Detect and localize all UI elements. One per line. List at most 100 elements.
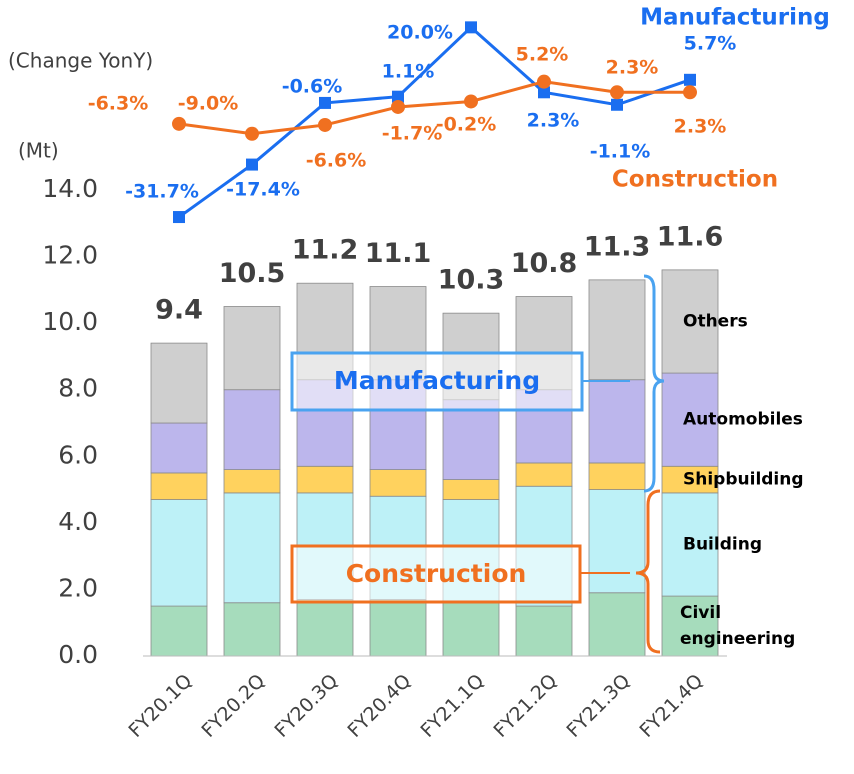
y2-axis-label: (Change YonY) [8, 49, 153, 73]
line [178, 80, 690, 136]
marker [172, 116, 186, 131]
bar-segment [661, 269, 719, 374]
marker [173, 211, 185, 224]
bar-segment [150, 342, 208, 424]
bar-segment [223, 306, 281, 391]
y-tick-label: 2.0 [58, 573, 98, 602]
value-label: 2.3% [606, 57, 659, 79]
value-label: -17.4% [226, 179, 300, 201]
bar-segment [369, 599, 427, 657]
bar-segment [150, 472, 208, 500]
group-box [290, 544, 582, 604]
x-tick-label: FY21.4Q [635, 670, 707, 742]
total-label: 11.6 [657, 221, 724, 252]
value-label: -9.0% [178, 93, 239, 115]
bar-segment [150, 499, 208, 607]
bar-segment [661, 492, 719, 597]
value-label: -1.1% [590, 141, 651, 163]
y-axis-label: (Mt) [18, 139, 59, 163]
value-label: -1.7% [382, 123, 443, 145]
value-label: 2.3% [674, 116, 727, 138]
total-label: 11.1 [365, 238, 432, 269]
marker [684, 73, 696, 86]
total-label: 11.2 [292, 235, 359, 266]
line [178, 25, 691, 219]
marker [537, 74, 551, 89]
bar-segment [296, 599, 354, 657]
marker [246, 158, 258, 171]
marker [392, 90, 404, 103]
total-label: 10.8 [511, 248, 578, 279]
bar-segment [369, 469, 427, 497]
group-decorations [290, 274, 665, 654]
y-tick-label: 10.0 [42, 307, 98, 336]
y-tick-label: 6.0 [58, 440, 98, 469]
value-label: -0.2% [436, 114, 497, 136]
value-label: 20.0% [387, 22, 453, 44]
total-label: 11.3 [584, 231, 651, 262]
marker [391, 99, 405, 114]
value-label: -6.3% [88, 93, 149, 115]
total-label: 10.5 [219, 258, 286, 289]
total-label: 10.3 [438, 265, 505, 296]
bar-segment [588, 379, 646, 464]
legend-label: Construction [612, 167, 778, 193]
bracket [635, 489, 661, 654]
bar-segment [515, 605, 573, 657]
group-label: Manufacturing [334, 366, 540, 395]
legend-label: Others [683, 311, 748, 331]
bar-segment [150, 422, 208, 474]
marker [683, 85, 697, 100]
value-label: 5.2% [516, 44, 569, 66]
marker [610, 85, 624, 100]
x-tick-label: FY20.3Q [270, 670, 342, 742]
y-tick-label: 12.0 [42, 241, 98, 270]
marker [611, 98, 623, 111]
x-tick-label: FY20.1Q [124, 670, 196, 742]
y-tick-label: 4.0 [58, 507, 98, 536]
bar-segment [296, 465, 354, 494]
value-label: 5.7% [684, 33, 737, 55]
bar-segment [442, 602, 500, 657]
bar-segment [223, 389, 281, 471]
x-tick-label: FY21.1Q [416, 670, 488, 742]
legend-label: Civil engineering [680, 603, 796, 650]
bar-segment [661, 595, 719, 657]
value-label: -6.6% [306, 150, 367, 172]
x-tick-label: FY20.4Q [343, 670, 415, 742]
marker [245, 126, 259, 141]
bar-segment [588, 592, 646, 657]
bar-segment [661, 465, 719, 494]
bar-segment [588, 279, 646, 381]
bracket [643, 274, 665, 493]
marker [538, 86, 550, 99]
y-tick-label: 14.0 [42, 174, 98, 203]
marker [465, 21, 477, 34]
legend-label: Building [683, 534, 762, 554]
value-label: 2.3% [527, 110, 580, 132]
bar-segment [223, 492, 281, 604]
bar-segment [223, 469, 281, 494]
bar-segment [515, 462, 573, 487]
value-label: 1.1% [382, 61, 435, 83]
legend-label: Automobiles [683, 410, 803, 430]
bar-segment [223, 602, 281, 657]
y-tick-label: 8.0 [58, 374, 98, 403]
marker [319, 96, 331, 109]
legend-label: Manufacturing [640, 5, 830, 31]
x-tick-label: FY21.3Q [562, 670, 634, 742]
bar-segment [588, 462, 646, 490]
legend-label-box: Civil engineering [680, 603, 796, 650]
bar-segment [442, 479, 500, 500]
marker [318, 117, 332, 132]
total-label: 9.4 [155, 295, 203, 326]
x-tick-label: FY21.2Q [489, 670, 561, 742]
marker [464, 94, 478, 109]
legend-label: Shipbuilding [683, 470, 804, 490]
x-tick-label: FY20.2Q [197, 670, 269, 742]
y-tick-label: 0.0 [58, 640, 98, 669]
bar-segment [588, 489, 646, 594]
value-label: -31.7% [125, 181, 199, 203]
bar-segment [150, 605, 208, 657]
